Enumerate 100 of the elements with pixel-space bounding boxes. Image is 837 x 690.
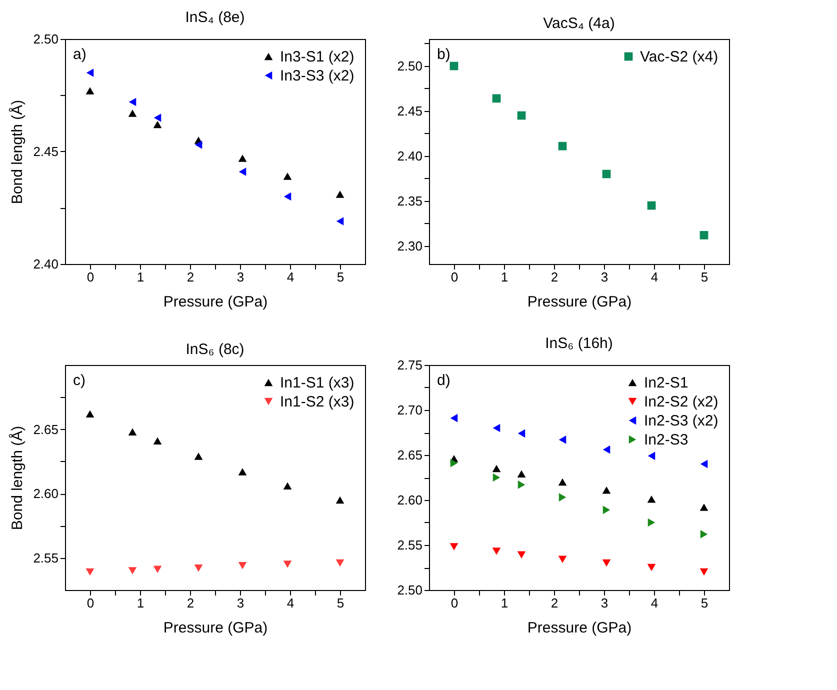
x-tick-label: 3 bbox=[236, 270, 244, 284]
point bbox=[602, 559, 611, 567]
point bbox=[153, 566, 162, 574]
point bbox=[558, 493, 566, 502]
point bbox=[194, 564, 203, 572]
y-tick-label: 2.55 bbox=[397, 538, 422, 552]
x-tick-label: 2 bbox=[186, 270, 194, 284]
chart-title: InS₆ (8c) bbox=[186, 341, 244, 358]
point bbox=[128, 110, 137, 117]
point bbox=[558, 142, 567, 150]
x-axis-title: Pressure (GPa) bbox=[527, 294, 632, 310]
annotation: a) bbox=[73, 46, 86, 63]
point bbox=[700, 231, 708, 240]
point bbox=[336, 190, 344, 198]
point bbox=[283, 172, 292, 180]
point bbox=[153, 437, 162, 444]
point bbox=[238, 468, 247, 476]
point bbox=[238, 168, 246, 176]
legend-label: In2-S2 (x2) bbox=[644, 394, 718, 410]
point bbox=[700, 568, 708, 576]
point bbox=[86, 410, 94, 418]
point bbox=[153, 120, 162, 128]
point bbox=[602, 506, 610, 514]
x-tick-label: 3 bbox=[600, 596, 608, 610]
point bbox=[450, 458, 458, 468]
point bbox=[450, 414, 458, 422]
point bbox=[602, 445, 610, 454]
legend-label: In1-S1 (x3) bbox=[280, 374, 354, 392]
x-tick-label: 5 bbox=[700, 270, 708, 284]
point bbox=[517, 111, 526, 120]
point bbox=[450, 62, 458, 70]
point bbox=[518, 429, 526, 438]
point bbox=[154, 114, 162, 122]
y-tick-label: 2.45 bbox=[33, 144, 58, 159]
x-tick-label: 5 bbox=[336, 596, 344, 610]
x-tick-label: 4 bbox=[286, 596, 294, 610]
y-tick-label: 2.40 bbox=[33, 256, 58, 272]
point bbox=[283, 560, 292, 568]
y-tick-label: 2.70 bbox=[397, 402, 422, 418]
x-tick-label: 3 bbox=[236, 596, 244, 610]
legend-label: Vac-S2 (x4) bbox=[640, 48, 718, 66]
annotation: d) bbox=[437, 372, 450, 389]
y-tick-label: 2.60 bbox=[33, 486, 58, 502]
point bbox=[647, 495, 656, 503]
point bbox=[648, 518, 656, 527]
y-tick-label: 2.75 bbox=[397, 358, 422, 372]
annotation: c) bbox=[73, 372, 86, 389]
chart-title: VacS₄ (4a) bbox=[543, 15, 615, 32]
annotation: b) bbox=[437, 46, 450, 63]
point bbox=[602, 170, 611, 178]
legend-label: In2-S3 (x2) bbox=[644, 412, 718, 430]
point bbox=[283, 482, 292, 490]
y-tick-label: 2.60 bbox=[397, 492, 422, 508]
point bbox=[128, 428, 137, 436]
point bbox=[518, 480, 526, 489]
point bbox=[648, 452, 656, 460]
x-axis-title: Pressure (GPa) bbox=[163, 620, 268, 636]
point bbox=[284, 192, 292, 201]
x-tick-label: 5 bbox=[336, 270, 344, 284]
point bbox=[647, 564, 656, 572]
point bbox=[647, 201, 656, 210]
point bbox=[336, 559, 344, 567]
x-tick-label: 0 bbox=[450, 270, 458, 284]
x-tick-label: 1 bbox=[136, 596, 144, 610]
y-tick-label: 2.50 bbox=[33, 32, 58, 46]
x-tick-label: 4 bbox=[286, 270, 294, 284]
point bbox=[86, 568, 94, 576]
x-tick-label: 2 bbox=[550, 270, 558, 284]
point bbox=[238, 154, 247, 162]
point bbox=[558, 556, 567, 564]
x-tick-label: 0 bbox=[86, 596, 94, 610]
y-tick-label: 2.40 bbox=[397, 148, 422, 164]
point bbox=[558, 478, 567, 486]
point bbox=[450, 543, 458, 550]
point bbox=[602, 486, 611, 494]
x-tick-label: 0 bbox=[86, 270, 94, 284]
x-tick-label: 1 bbox=[500, 596, 508, 610]
point bbox=[194, 140, 202, 149]
y-tick-label: 2.55 bbox=[33, 550, 58, 566]
y-tick-label: 2.45 bbox=[397, 104, 422, 118]
y-tick-label: 2.65 bbox=[397, 448, 422, 462]
x-axis-title: Pressure (GPa) bbox=[527, 620, 632, 636]
legend-label: In3-S1 (x2) bbox=[280, 48, 354, 66]
point bbox=[700, 460, 708, 468]
legend-label: In3-S3 (x2) bbox=[280, 68, 354, 84]
point bbox=[492, 473, 500, 482]
point bbox=[194, 452, 203, 460]
point bbox=[128, 567, 137, 574]
y-tick-label: 2.35 bbox=[397, 194, 422, 208]
y-tick-label: 2.50 bbox=[397, 582, 422, 598]
y-axis-title: Bond length (Å) bbox=[8, 426, 26, 530]
point bbox=[128, 98, 136, 106]
x-tick-label: 4 bbox=[650, 270, 658, 284]
chart-title: InS₄ (8e) bbox=[185, 9, 245, 26]
x-tick-label: 3 bbox=[600, 270, 608, 284]
y-tick-label: 2.65 bbox=[33, 422, 58, 437]
x-tick-label: 2 bbox=[550, 596, 558, 610]
y-tick-label: 2.50 bbox=[397, 58, 422, 74]
point bbox=[492, 94, 501, 103]
y-axis-title: Bond length (Å) bbox=[8, 100, 26, 204]
